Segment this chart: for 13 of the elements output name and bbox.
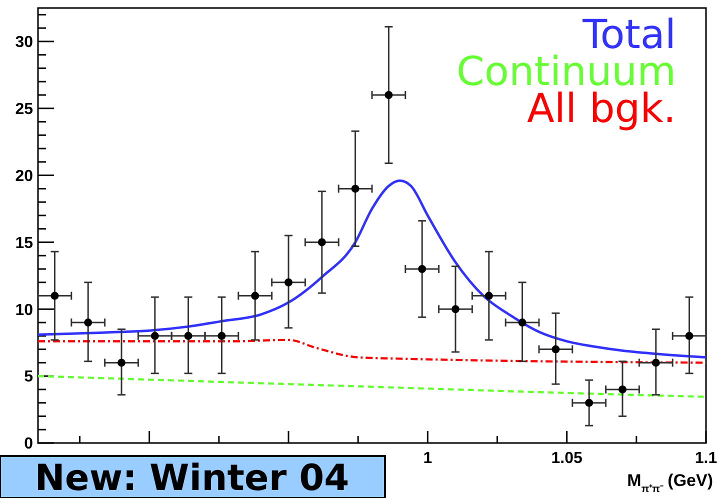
- y-tick-label: 15: [15, 234, 34, 252]
- text: Total: [582, 12, 676, 58]
- y-tick-label: 30: [15, 34, 34, 52]
- y-tick-label: 25: [15, 100, 34, 118]
- x-axis-title: M$_{π⁺π⁻}$ (GeV): [627, 471, 713, 494]
- y-tick-label: 5: [24, 368, 34, 386]
- text: New: Winter 04: [34, 458, 350, 498]
- y-tick-label: 0: [24, 436, 34, 453]
- x-tick-label: 1.1: [694, 450, 718, 467]
- y-tick-label: 10: [15, 302, 34, 319]
- x-tick-label: 1.05: [551, 450, 583, 467]
- x-tick-label: 1: [423, 450, 432, 467]
- y-tick-label: 20: [15, 168, 34, 185]
